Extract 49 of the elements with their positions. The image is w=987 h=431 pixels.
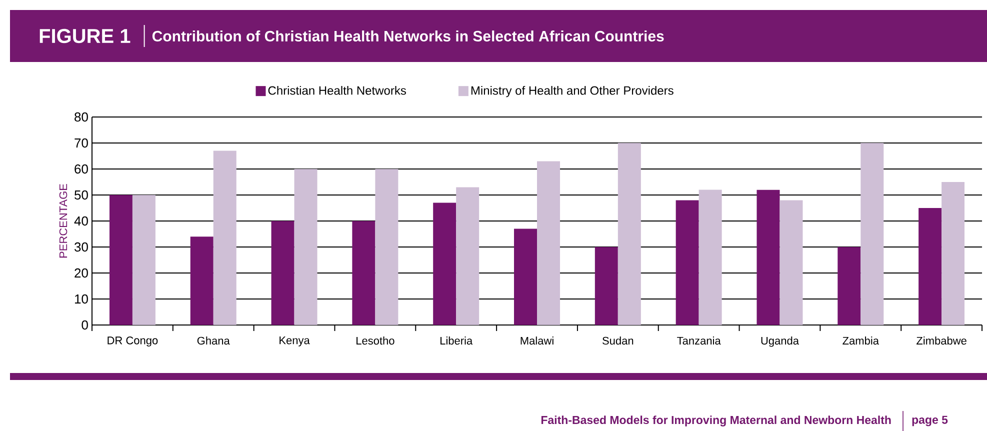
bar (109, 195, 132, 325)
bar (433, 202, 456, 325)
chart-subtitle: Contribution of Christian Health Networks in Selected African Countries (152, 30, 664, 42)
bar (537, 161, 560, 325)
y-tick-label: 80 (74, 112, 88, 122)
bar (756, 190, 780, 325)
legend-label: Christian Health Networks (268, 86, 406, 95)
bar (294, 169, 318, 325)
bar (838, 247, 861, 325)
bar (942, 182, 965, 325)
x-tick-label: Malawi (520, 336, 554, 345)
bar (618, 143, 641, 325)
y-tick-label: 0 (82, 320, 88, 330)
bar (271, 221, 294, 325)
bar (190, 236, 214, 325)
x-tick-label: Kenya (280, 336, 310, 346)
x-tick-label: Sudan (602, 336, 634, 345)
y-tick-label: 50 (74, 190, 88, 200)
bar (132, 195, 156, 325)
bar (860, 143, 884, 325)
bar (514, 228, 538, 325)
bar (698, 190, 722, 325)
y-tick-label: 10 (74, 294, 88, 304)
x-tick-label: Ghana (197, 336, 230, 345)
bar (456, 187, 480, 325)
text: Faith-Based Models for Improving Maternal and Newborn Health (541, 416, 891, 426)
bar (780, 200, 803, 325)
x-tick-label: Tanzania (677, 336, 721, 345)
bar (594, 247, 618, 325)
bar (918, 208, 942, 325)
x-tick-label: Liberia (440, 336, 473, 345)
y-tick-label: 70 (74, 138, 88, 148)
y-tick-label: 60 (74, 164, 88, 174)
bar (213, 150, 236, 325)
bar (352, 221, 376, 325)
x-tick-label: Lesotho (356, 336, 394, 345)
x-tick-label: Zimbabwe (916, 336, 966, 345)
chart-title: FIGURE 1 (40, 28, 130, 44)
text: page 5 (912, 416, 948, 426)
legend-label: Ministry of Health and Other Providers (471, 86, 674, 98)
y-tick-label: 30 (74, 242, 88, 252)
x-tick-label: DR Congo (108, 336, 158, 346)
y-axis-title: PERCENTAGE (59, 184, 68, 258)
y-tick-label: 40 (74, 216, 88, 226)
bar (375, 169, 398, 325)
x-tick-label: Uganda (761, 336, 799, 347)
bar (676, 200, 699, 325)
x-tick-label: Zambia (842, 336, 879, 345)
y-tick-label: 20 (74, 268, 88, 278)
